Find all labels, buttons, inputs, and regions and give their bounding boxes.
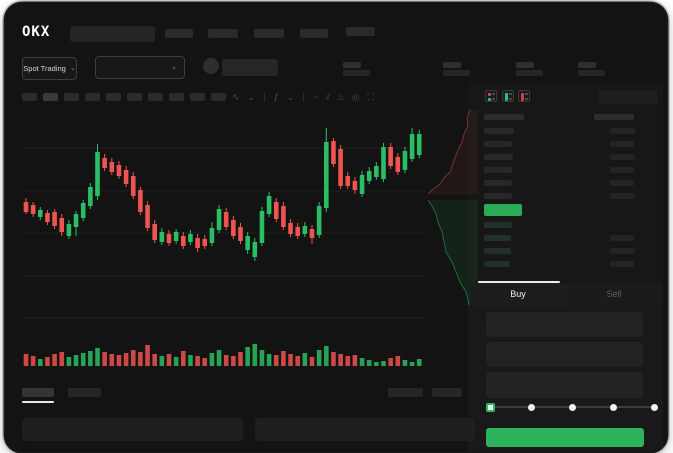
stat-value-placeholder <box>516 70 543 76</box>
interval-button[interactable] <box>169 93 184 101</box>
stat-label-placeholder <box>578 62 596 68</box>
book-header-right <box>594 114 634 120</box>
interval-button[interactable] <box>85 93 100 101</box>
bottom-tab-placeholder[interactable] <box>22 388 54 397</box>
fullscreen-icon[interactable]: ⛶ <box>367 91 374 102</box>
indicator-icon[interactable]: ƒ <box>273 92 279 102</box>
interval-button[interactable] <box>127 93 142 101</box>
bottom-panel-placeholder[interactable] <box>22 418 243 441</box>
interval-button[interactable] <box>148 93 163 101</box>
slider-handle[interactable] <box>486 403 495 412</box>
book-bids-icon[interactable] <box>501 90 514 102</box>
ask-amount-placeholder <box>610 167 634 173</box>
ask-amount-placeholder <box>610 128 635 134</box>
buy-submit-button[interactable] <box>486 428 644 447</box>
bottom-panel-placeholder[interactable] <box>255 418 475 441</box>
chevron-down-icon[interactable]: ⌄ <box>247 91 256 102</box>
interval-button[interactable] <box>22 93 37 101</box>
ask-price-placeholder[interactable] <box>484 193 512 199</box>
order-input-placeholder[interactable] <box>486 372 643 398</box>
slider-stop[interactable] <box>528 404 535 411</box>
ask-amount-placeholder <box>610 141 634 147</box>
order-input-placeholder[interactable] <box>486 342 643 367</box>
book-settings-placeholder[interactable] <box>598 90 658 104</box>
okx-logo[interactable]: OKX <box>22 24 51 40</box>
book-both-icon[interactable] <box>485 90 497 102</box>
chevron-down-icon[interactable]: ⌄ <box>286 91 295 102</box>
bottom-action-placeholder[interactable] <box>388 388 423 397</box>
slider-stop[interactable] <box>651 404 658 411</box>
book-header-left <box>484 114 524 120</box>
tab-buy[interactable]: Buy <box>470 283 566 305</box>
bottom-action-placeholder[interactable] <box>432 388 462 397</box>
bottom-tab-placeholder[interactable] <box>68 388 101 397</box>
stat-value-placeholder <box>343 70 370 76</box>
market-type-label: Spot Trading <box>23 64 66 73</box>
pair-name-placeholder[interactable] <box>222 59 278 76</box>
divider: | <box>263 91 266 103</box>
chart-tools: ∿ ⌄ | ƒ ⌄ | ~ ⫽ ⌂ ◎ ⛶ <box>232 89 374 105</box>
active-tab-indicator <box>478 281 560 283</box>
nav-item-placeholder[interactable] <box>346 27 375 36</box>
nav-item-placeholder[interactable] <box>165 29 193 38</box>
ask-price-placeholder[interactable] <box>484 141 512 147</box>
bid-amount-placeholder <box>610 261 634 267</box>
slider-stop[interactable] <box>569 404 576 411</box>
chevron-down-icon: ⌄ <box>69 65 76 72</box>
nav-item-placeholder[interactable] <box>208 29 238 38</box>
nav-item-placeholder[interactable] <box>300 29 328 38</box>
bottom-tab-active-underline <box>22 401 54 403</box>
bid-amount-placeholder <box>610 235 634 241</box>
interval-button[interactable] <box>211 93 226 101</box>
nav-item-placeholder[interactable] <box>254 29 284 38</box>
trendline-icon[interactable]: ~ <box>312 92 319 102</box>
candlestick-chart[interactable] <box>22 110 426 372</box>
coin-avatar <box>203 58 219 74</box>
app-window: OKX Spot Trading ⌄ ⌄ ∿ ⌄ | ƒ ⌄ | ~ ⫽ ⌂ ◎ ⛶ <box>5 3 667 452</box>
slider-stop[interactable] <box>610 404 617 411</box>
bid-price-placeholder[interactable] <box>484 248 511 254</box>
ask-price-placeholder[interactable] <box>484 154 513 160</box>
ask-price-placeholder[interactable] <box>484 180 512 186</box>
market-type-selector[interactable]: Spot Trading ⌄ <box>22 57 77 80</box>
interval-button[interactable] <box>43 93 58 101</box>
stat-label-placeholder <box>443 62 461 68</box>
trade-tabbar: Buy Sell <box>470 283 662 305</box>
chevron-down-icon: ⌄ <box>171 64 177 71</box>
order-input-placeholder[interactable] <box>486 312 643 337</box>
stat-label-placeholder <box>516 62 534 68</box>
stat-label-placeholder <box>343 62 361 68</box>
ask-price-placeholder[interactable] <box>484 167 512 173</box>
ask-amount-placeholder <box>610 193 634 199</box>
stat-value-placeholder <box>578 70 605 76</box>
stat-value-placeholder <box>443 70 470 76</box>
search-input[interactable] <box>70 26 155 42</box>
interval-button[interactable] <box>64 93 79 101</box>
wave-tool-icon[interactable]: ∿ <box>232 91 240 102</box>
bid-price-placeholder[interactable] <box>484 222 512 228</box>
brush-icon[interactable]: ⫽ <box>326 91 331 102</box>
interval-button[interactable] <box>106 93 121 101</box>
settings-icon[interactable]: ◎ <box>351 91 360 102</box>
tab-sell[interactable]: Sell <box>606 289 622 299</box>
book-asks-icon[interactable] <box>518 90 530 102</box>
ask-amount-placeholder <box>610 180 634 186</box>
bid-price-placeholder[interactable] <box>484 235 511 241</box>
divider: | <box>302 91 305 103</box>
camera-icon[interactable]: ⌂ <box>338 92 344 102</box>
pair-dropdown[interactable]: ⌄ <box>95 56 185 79</box>
ask-price-placeholder[interactable] <box>484 128 514 134</box>
bid-amount-placeholder <box>610 248 634 254</box>
interval-button[interactable] <box>190 93 205 101</box>
ask-amount-placeholder <box>610 154 634 160</box>
last-price-badge[interactable] <box>484 204 522 216</box>
bid-price-placeholder[interactable] <box>484 261 510 267</box>
